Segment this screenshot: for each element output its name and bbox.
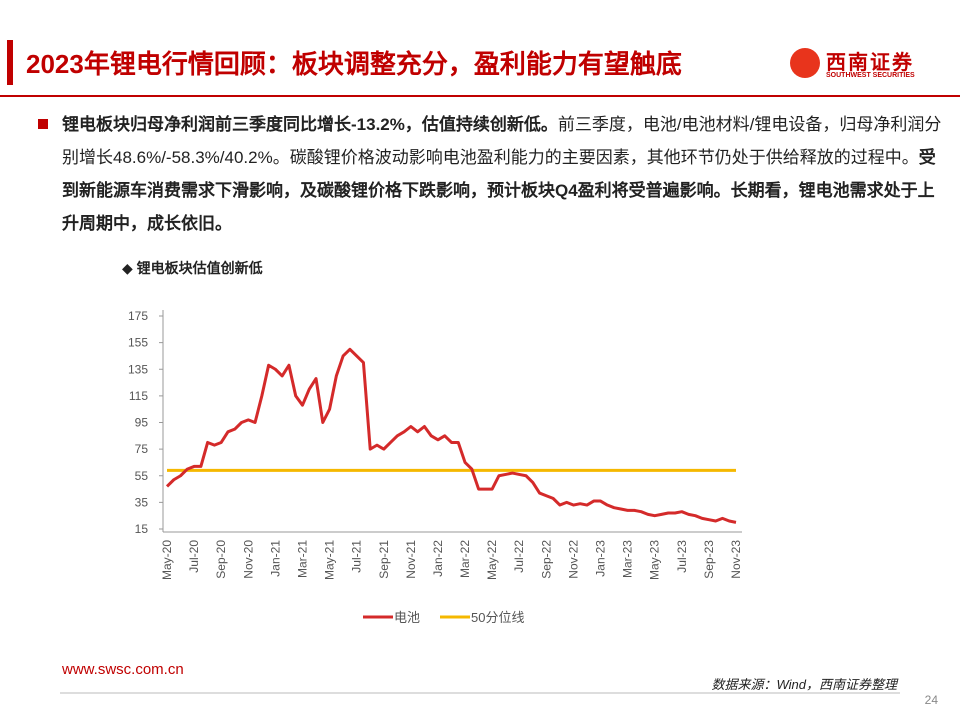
page-number: 24 <box>925 693 939 707</box>
logo-text: 西南证券 <box>826 52 914 74</box>
y-tick-label: 35 <box>135 495 149 509</box>
legend-label: 电池 <box>394 610 420 625</box>
bullet <box>38 119 48 129</box>
series-line <box>165 347 737 524</box>
y-tick-label: 55 <box>135 469 149 483</box>
paragraph-segment: 前三季度，电池/电池材料/锂电设备，归母净利润分别增长48.6%/-58.3%/… <box>62 115 942 167</box>
x-tick-label: Jul-23 <box>675 540 689 573</box>
logo-icon <box>790 48 820 78</box>
paragraph-segment: 受到新能源车消费需求下滑影响，及碳酸锂价格下跌影响，预计板块Q4盈利将受普遍影响… <box>62 148 936 233</box>
logo-en: SOUTHWEST SECURITIES <box>826 72 915 79</box>
paragraph: 锂电板块归母净利润前三季度同比增长-13.2%，估值持续创新低。前三季度，电池/… <box>62 108 942 240</box>
y-tick-label: 135 <box>128 362 148 376</box>
x-tick-label: Jul-22 <box>512 540 526 573</box>
x-tick-label: Nov-23 <box>729 540 743 579</box>
x-tick-label: Mar-23 <box>621 540 635 578</box>
y-tick-label: 115 <box>129 389 148 403</box>
x-tick-label: May-21 <box>323 540 337 580</box>
y-tick-label: 155 <box>128 336 148 350</box>
x-tick-label: Jul-21 <box>350 540 364 573</box>
title-accent <box>7 40 13 85</box>
source: 数据来源：Wind，西南证券整理 <box>711 677 899 692</box>
x-tick-label: Sep-23 <box>702 540 716 579</box>
x-tick-label: May-20 <box>160 540 174 580</box>
legend-label: 50分位线 <box>471 610 524 625</box>
chart-title: ◆ 锂电板块估值创新低 <box>122 260 263 276</box>
x-tick-label: Jul-20 <box>187 540 201 573</box>
y-tick-label: 75 <box>135 442 149 456</box>
header-rule <box>0 95 960 97</box>
x-tick-label: May-22 <box>485 540 499 580</box>
slide-title: 2023年锂电行情回顾：板块调整充分，盈利能力有望触底 <box>26 49 682 79</box>
paragraph-segment: 锂电板块归母净利润前三季度同比增长-13.2%，估值持续创新低。 <box>62 115 558 134</box>
x-tick-label: May-23 <box>648 540 662 580</box>
footer-url: www.swsc.com.cn <box>61 661 184 678</box>
y-tick-label: 15 <box>135 522 149 536</box>
x-tick-label: Jan-23 <box>594 540 608 577</box>
y-tick-label: 175 <box>128 309 148 323</box>
x-tick-label: Sep-21 <box>377 540 391 579</box>
x-tick-label: Mar-21 <box>295 540 309 578</box>
x-tick-label: Sep-22 <box>539 540 553 579</box>
y-tick-label: 95 <box>135 416 149 430</box>
x-tick-label: Sep-20 <box>214 540 228 579</box>
x-tick-label: Nov-22 <box>566 540 580 579</box>
x-tick-label: Nov-21 <box>404 540 418 579</box>
x-tick-label: Jan-21 <box>268 540 282 577</box>
x-tick-label: Jan-22 <box>431 540 445 577</box>
x-tick-label: Mar-22 <box>458 540 472 578</box>
x-tick-label: Nov-20 <box>241 540 255 579</box>
